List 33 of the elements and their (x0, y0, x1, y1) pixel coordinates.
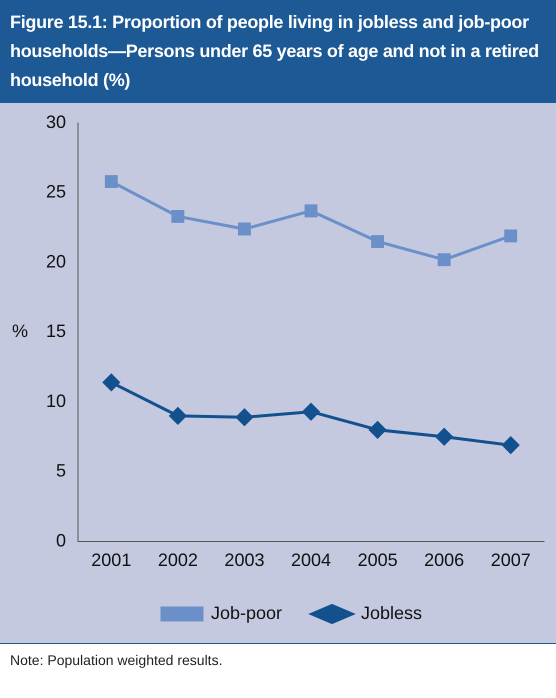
y-tick-label: 0 (56, 530, 66, 550)
point (236, 408, 253, 426)
point (438, 253, 451, 266)
point (104, 175, 118, 188)
point (502, 436, 520, 454)
text: Note: Population weighted results. (0, 643, 556, 676)
y-tick-label: 10 (46, 390, 66, 411)
x-tick-label: 2003 (224, 550, 264, 570)
y-tick-label: 5 (56, 460, 66, 481)
chart-title: Figure 15.1: Proportion of people living in jobless and job-poor households—Persons under 65 years of age and not in a retired household (%) (0, 0, 556, 103)
point (369, 421, 386, 438)
x-tick-label: 2004 (290, 550, 332, 570)
x-tick-label: 2006 (424, 550, 464, 570)
point (171, 210, 184, 223)
point (169, 407, 186, 424)
y-tick-label: 25 (46, 182, 66, 202)
point (238, 222, 251, 236)
point (371, 235, 384, 248)
point (102, 374, 120, 391)
point (436, 428, 453, 446)
point (302, 403, 320, 420)
y-tick-label: 30 (46, 112, 66, 132)
y-tick-label: 20 (46, 251, 66, 272)
legend-label: Jobless (361, 602, 422, 623)
x-tick-label: 2002 (158, 550, 198, 570)
point (504, 230, 518, 242)
legend-label: Job-poor (210, 602, 282, 623)
x-tick-label: 2005 (358, 550, 398, 570)
x-tick-label: 2001 (91, 550, 132, 570)
y-axis-title: % (12, 321, 28, 342)
x-tick-label: 2007 (490, 550, 531, 570)
y-tick-label: 15 (46, 321, 66, 342)
point (304, 204, 318, 218)
